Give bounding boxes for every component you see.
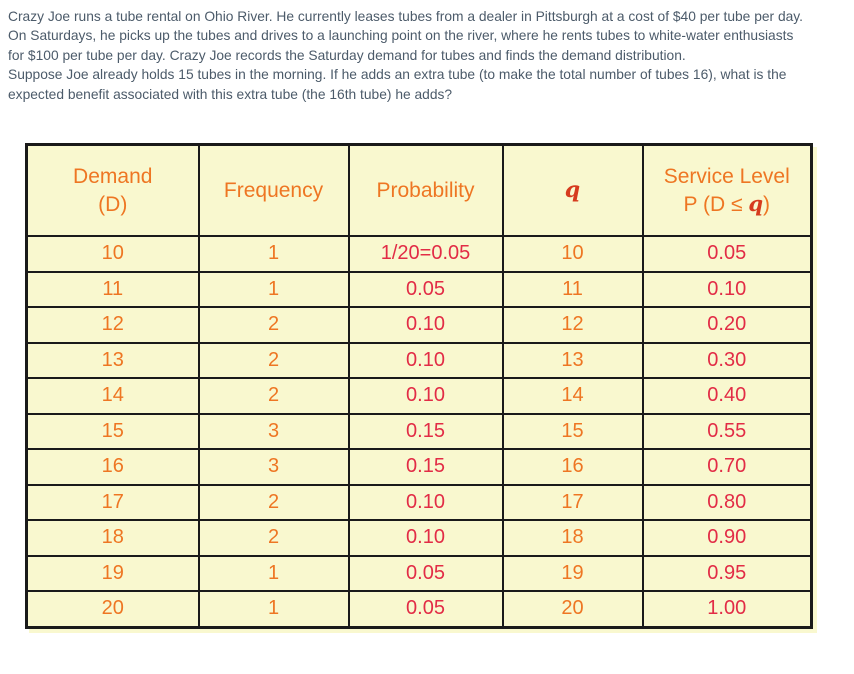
table-row: 12 2 0.10 12 0.20 [25,306,813,344]
table-row: 10 1 1/20=0.05 10 0.05 [25,235,813,273]
table-row: 17 2 0.10 17 0.80 [25,483,813,521]
cell-q: 12 [501,306,644,344]
problem-statement: Crazy Joe runs a tube rental on Ohio Riv… [8,7,848,104]
q-symbol: q [564,177,581,204]
cell-probability: 0.10 [347,519,504,557]
cell-frequency: 2 [197,377,350,415]
cell-frequency: 1 [197,554,350,592]
cell-service_level: 0.70 [641,448,813,486]
cell-probability: 0.15 [347,448,504,486]
col-header-demand-line1: Demand [73,165,153,189]
cell-probability: 0.10 [347,377,504,415]
cell-service_level: 0.40 [641,377,813,415]
cell-service_level: 0.30 [641,341,813,379]
cell-q: 13 [501,341,644,379]
demand-distribution-table: Demand (D) Frequency Probability q Servi… [25,143,813,629]
cell-demand: 14 [25,377,200,415]
table-row: 14 2 0.10 14 0.40 [25,377,813,415]
demand-distribution-table-wrap: Demand (D) Frequency Probability q Servi… [25,143,813,629]
cell-q: 11 [501,270,644,308]
table-row: 19 1 0.05 19 0.95 [25,554,813,592]
cell-demand: 20 [25,590,200,628]
col-header-service-line1: Service Level [663,164,790,188]
cell-service_level: 0.10 [641,270,813,308]
cell-q: 10 [501,235,644,273]
cell-service_level: 1.00 [641,590,813,628]
col-header-service-level: Service Level P (D ≤ q) [641,143,813,237]
problem-line: expected benefit associated with this ex… [8,86,453,102]
cell-probability: 0.05 [347,590,504,628]
cell-demand: 13 [25,341,200,379]
col-header-probability: Probability [347,143,504,237]
cell-frequency: 1 [197,590,350,628]
cell-probability: 0.10 [347,341,504,379]
table-row: 20 1 0.05 20 1.00 [25,590,813,628]
problem-line: Crazy Joe runs a tube rental on Ohio Riv… [8,9,804,24]
problem-line: Suppose Joe already holds 15 tubes in th… [8,67,787,83]
cell-frequency: 3 [197,412,350,450]
q-symbol: q [748,191,763,216]
cell-q: 20 [501,590,644,628]
cell-frequency: 1 [197,235,350,273]
table-body: 10 1 1/20=0.05 10 0.05 11 1 0.05 11 0.10 12 2 0.10 12… [25,235,813,628]
service-formula-suffix: ) [763,193,770,216]
col-header-demand: Demand (D) [25,143,200,237]
table-row: 13 2 0.10 13 0.30 [25,341,813,379]
col-header-q: q [501,143,644,237]
cell-probability: 0.15 [347,412,504,450]
cell-service_level: 0.20 [641,306,813,344]
cell-service_level: 0.55 [641,412,813,450]
cell-demand: 11 [25,270,200,308]
cell-probability: 0.05 [347,554,504,592]
cell-service_level: 0.80 [641,483,813,521]
cell-q: 18 [501,519,644,557]
col-header-frequency: Frequency [197,143,350,237]
cell-demand: 10 [25,235,200,273]
col-header-demand-line2: (D) [98,192,128,216]
cell-probability: 1/20=0.05 [347,235,504,273]
cell-demand: 12 [25,306,200,344]
cell-service_level: 0.95 [641,554,813,592]
problem-line: for $100 per tube per day. Crazy Joe rec… [8,47,686,63]
table-row: 11 1 0.05 11 0.10 [25,270,813,308]
cell-demand: 17 [25,483,200,521]
cell-service_level: 0.05 [641,235,813,273]
cell-service_level: 0.90 [641,519,813,557]
cell-frequency: 2 [197,341,350,379]
cell-q: 16 [501,448,644,486]
cell-frequency: 2 [197,483,350,521]
cell-probability: 0.10 [347,483,504,521]
col-header-service-line2: P (D ≤ q) [644,190,811,218]
cell-q: 15 [501,412,644,450]
cell-demand: 16 [25,448,200,486]
cell-frequency: 1 [197,270,350,308]
cell-q: 19 [501,554,644,592]
cell-demand: 19 [25,554,200,592]
cell-frequency: 3 [197,448,350,486]
cell-frequency: 2 [197,519,350,557]
service-formula-prefix: P (D ≤ [683,193,749,216]
cell-q: 17 [501,483,644,521]
cell-probability: 0.05 [347,270,504,308]
table-row: 16 3 0.15 16 0.70 [25,448,813,486]
table-row: 18 2 0.10 18 0.90 [25,519,813,557]
table-row: 15 3 0.15 15 0.55 [25,412,813,450]
cell-demand: 18 [25,519,200,557]
problem-line: On Saturdays, he picks up the tubes and … [8,28,794,44]
cell-frequency: 2 [197,306,350,344]
header-row: Demand (D) Frequency Probability q Servi… [25,143,813,237]
cell-demand: 15 [25,412,200,450]
cell-probability: 0.10 [347,306,504,344]
cell-q: 14 [501,377,644,415]
